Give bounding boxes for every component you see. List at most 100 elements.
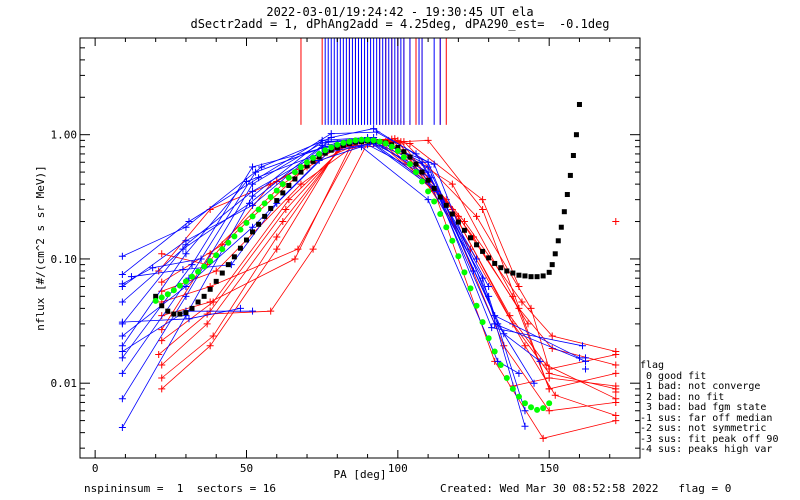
black-fit-point: [546, 269, 552, 275]
blue-data-point: [185, 315, 193, 323]
black-fit-point: [567, 172, 573, 178]
black-fit-point: [570, 152, 576, 158]
red-data-point: [203, 320, 211, 328]
green-fit-point: [152, 297, 159, 304]
red-data-point: [285, 196, 293, 204]
green-fit-point: [170, 287, 177, 294]
red-data-point: [521, 342, 529, 350]
blue-data-point: [255, 174, 263, 182]
red-data-point: [158, 326, 166, 334]
y-axis-label: nflux [#/(cm^2 s sr MeV)]: [34, 165, 47, 331]
black-fit-point: [486, 255, 492, 261]
green-fit-point: [528, 404, 535, 411]
green-fit-point: [346, 138, 353, 145]
red-data-point: [612, 369, 620, 377]
blue-data-point: [185, 218, 193, 226]
green-fit-point: [213, 252, 220, 259]
green-fit-point: [413, 169, 419, 176]
green-fit-point: [219, 246, 226, 253]
black-fit-point: [395, 144, 401, 150]
green-fit-point: [189, 273, 195, 280]
red-data-point: [394, 136, 402, 144]
blue-data-point: [236, 304, 244, 312]
legend-item: 0 good fit: [640, 370, 707, 382]
red-data-point: [203, 310, 211, 318]
black-fit-point: [262, 213, 268, 219]
x-tick-label: 50: [240, 462, 253, 475]
black-fit-point: [534, 274, 540, 280]
red-data-point: [158, 312, 166, 320]
blue-data-point: [430, 160, 438, 168]
black-fit-point: [183, 310, 189, 316]
green-fit-point: [382, 140, 389, 147]
blue-data-point: [578, 342, 586, 350]
red-data-point: [612, 351, 620, 359]
blue-data-point: [424, 196, 432, 204]
green-fit-point: [182, 278, 189, 285]
blue-data-point: [182, 292, 190, 300]
black-fit-point: [274, 198, 280, 204]
red-data-point: [612, 361, 620, 369]
red-data-point: [158, 337, 166, 345]
blue-data-point: [249, 187, 257, 195]
red-data-point: [539, 434, 547, 442]
blue-data-point: [249, 307, 257, 315]
legend-item: 1 bad: not converge: [640, 381, 761, 392]
black-fit-point: [443, 202, 449, 208]
blue-data-point: [249, 163, 257, 171]
green-fit-point: [376, 138, 383, 145]
black-fit-point: [431, 185, 437, 191]
blue-data-point: [424, 158, 432, 166]
green-fit-point: [334, 141, 341, 148]
green-fit-point: [437, 210, 444, 217]
green-fit-point: [461, 269, 468, 276]
fit-curves: [152, 101, 582, 413]
green-fit-point: [521, 400, 528, 407]
blue-flux-curve: [122, 141, 541, 362]
black-fit-point: [286, 182, 292, 188]
green-fit-point: [255, 206, 262, 213]
red-flux-curve: [161, 142, 616, 412]
blue-data-point: [491, 312, 499, 320]
blue-flux-curve: [122, 139, 583, 347]
flag-legend: flag 0 good fit 1 bad: not converge 2 ba…: [640, 360, 778, 456]
black-fit-point: [292, 176, 298, 182]
blue-data-point: [182, 237, 190, 245]
blue-data-point: [494, 357, 502, 365]
green-fit-point: [515, 393, 522, 400]
blue-data-point: [179, 266, 187, 274]
y-tick-label: 1.00: [51, 129, 78, 142]
green-fit-point: [249, 213, 256, 220]
black-fit-point: [449, 211, 455, 217]
red-data-point: [548, 332, 556, 340]
footer-spin-info: nspininsum = 1 sectors = 16: [84, 482, 277, 495]
blue-data-point: [515, 369, 523, 377]
red-data-point: [155, 351, 163, 359]
black-fit-point: [310, 158, 316, 164]
black-fit-point: [237, 245, 243, 251]
green-fit-point: [443, 224, 450, 231]
green-fit-point: [291, 169, 298, 176]
blue-data-point: [197, 255, 205, 263]
green-fit-point: [304, 159, 311, 166]
green-fit-point: [534, 406, 541, 413]
green-fit-point: [225, 239, 232, 246]
red-data-point: [212, 267, 220, 275]
black-fit-point: [407, 154, 413, 160]
red-data-point: [612, 395, 620, 403]
black-fit-point: [492, 260, 498, 266]
red-data-point: [206, 298, 214, 306]
title-line-1: 2022-03-01/19:24:42 - 19:30:45 UT ela: [266, 5, 534, 19]
black-fit-point: [555, 238, 561, 244]
green-fit-point: [322, 147, 329, 154]
black-fit-point: [576, 101, 582, 107]
black-fit-point: [304, 163, 310, 169]
green-fit-point: [400, 154, 407, 161]
red-data-point: [479, 196, 487, 204]
red-data-point: [158, 361, 166, 369]
red-data-point: [612, 411, 620, 419]
red-flux-curve: [158, 138, 616, 366]
blue-data-point: [118, 423, 126, 431]
red-data-point: [542, 361, 550, 369]
